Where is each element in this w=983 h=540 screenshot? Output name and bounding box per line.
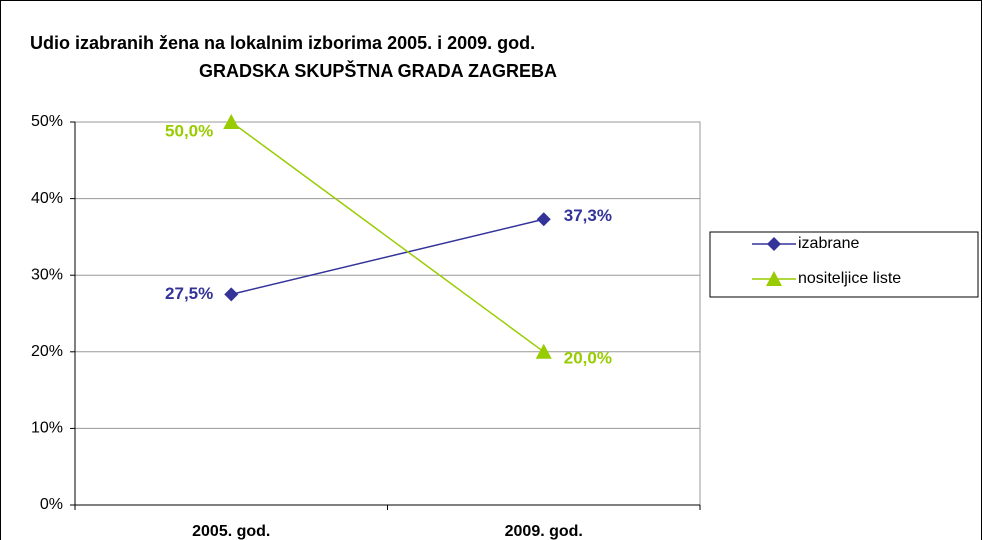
legend-label: izabrane [798,235,859,252]
legend-marker [766,271,782,286]
data-point [224,287,239,302]
data-point [223,114,240,129]
y-tick-label: 20% [31,343,63,360]
chart-title: Udio izabranih žena na lokalnim izborima… [30,33,535,53]
y-tick-label: 0% [40,496,63,513]
series-line [230,121,545,353]
y-tick-label: 40% [31,190,63,207]
y-tick-label: 10% [31,420,63,437]
legend-box [709,231,979,298]
data-label: 37,3% [564,206,612,225]
x-tick-label: 2009. god. [505,523,583,540]
data-label: 27,5% [165,284,213,303]
y-tick-label: 30% [31,266,63,283]
legend-marker [767,237,781,251]
y-tick-label: 50% [31,113,63,130]
data-label: 50,0% [165,121,213,140]
data-point [536,212,551,227]
series-line [231,218,544,296]
x-tick-label: 2005. god. [192,523,270,540]
chart-subtitle: GRADSKA SKUPŠTNA GRADA ZAGREBA [199,60,557,81]
data-label: 20,0% [564,348,612,367]
legend-label: nositeljice liste [798,270,901,287]
data-point [535,343,552,359]
